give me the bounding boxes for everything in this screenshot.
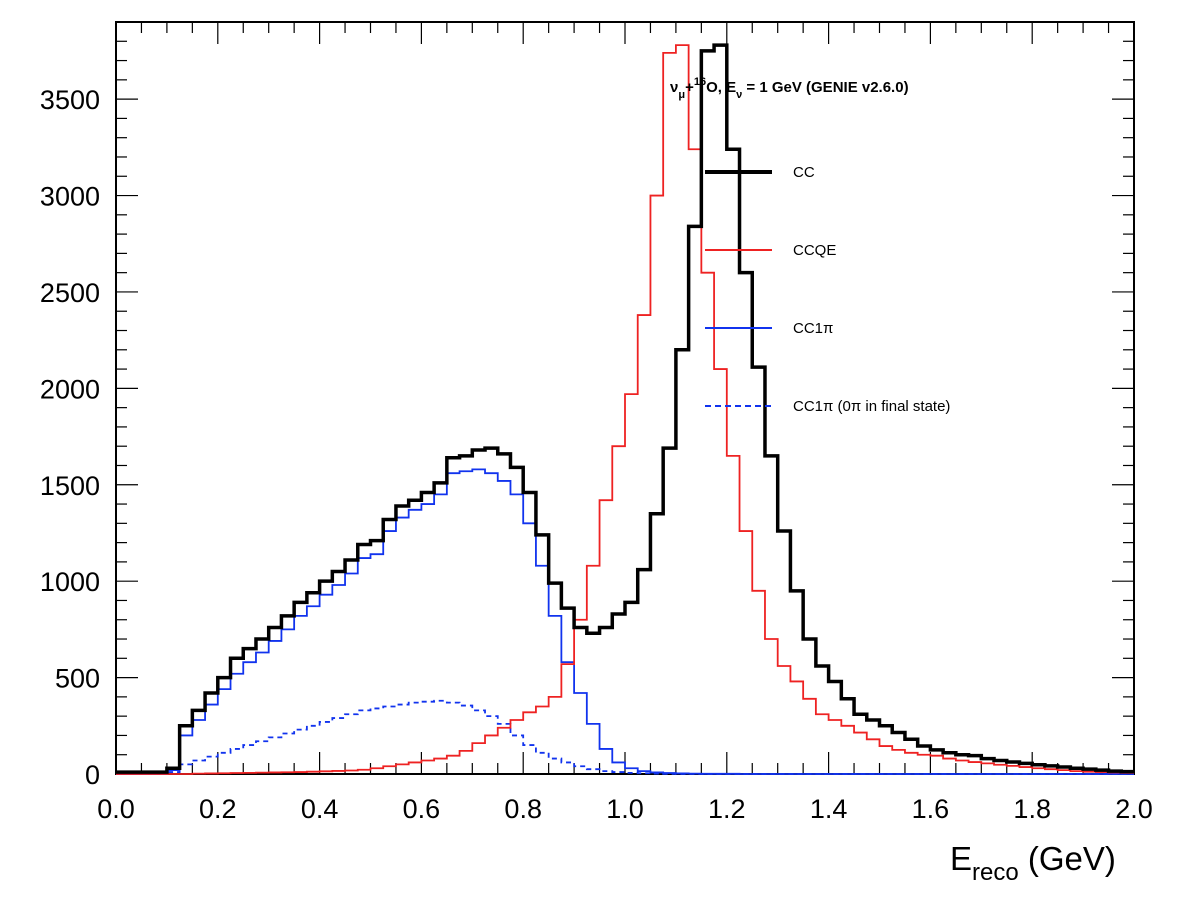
series-line-cc1 <box>116 468 1134 775</box>
legend-label-cc1pi: CC1π <box>793 320 833 337</box>
title-nu: ν <box>670 79 678 96</box>
title-mu-sub: μ <box>678 89 685 101</box>
x-axis-tick-labels: 0.0 0.2 0.4 0.6 0.8 1.0 1.2 1.4 1.6 1.8 2.0 <box>97 794 1153 824</box>
x-axis-title-e: E <box>950 840 972 877</box>
title-16-sup: 16 <box>694 76 706 88</box>
x-tick-label: 1.0 <box>606 794 644 824</box>
x-tick-label: 1.4 <box>810 794 848 824</box>
x-tick-label: 0.6 <box>403 794 441 824</box>
x-axis-title-sub: reco <box>972 859 1019 886</box>
x-axis-title: Ereco (GeV) <box>950 840 1116 886</box>
y-tick-label: 1000 <box>40 567 100 597</box>
series-line-cc <box>116 43 1134 774</box>
y-tick-label: 0 <box>85 760 100 790</box>
legend-label-ccqe: CCQE <box>793 242 836 259</box>
title-plus: + <box>685 79 694 96</box>
title-tail: = 1 GeV (GENIE v2.6.0) <box>742 79 908 96</box>
x-axis-title-unit: (GeV) <box>1019 840 1116 877</box>
chart-title: νμ+16O, Eν = 1 GeV (GENIE v2.6.0) <box>670 76 909 101</box>
y-tick-label: 3000 <box>40 182 100 212</box>
x-tick-label: 1.6 <box>912 794 950 824</box>
y-tick-label: 500 <box>55 664 100 694</box>
series-layer <box>116 43 1134 775</box>
y-tick-label: 1500 <box>40 471 100 501</box>
x-tick-label: 0.8 <box>504 794 542 824</box>
x-tick-label: 1.8 <box>1013 794 1051 824</box>
y-axis-tick-labels: 0 500 1000 1500 2000 2500 3000 3500 <box>40 85 100 790</box>
legend-label-cc: CC <box>793 164 815 181</box>
legend-label-cc1pi-0pi: CC1π (0π in final state) <box>793 398 950 415</box>
x-tick-label: 0.2 <box>199 794 237 824</box>
series-line-ccqe <box>116 44 1134 775</box>
x-tick-label: 0.0 <box>97 794 135 824</box>
x-tick-label: 2.0 <box>1115 794 1153 824</box>
title-oxygen: O, E <box>706 79 736 96</box>
y-tick-label: 2000 <box>40 374 100 404</box>
y-tick-label: 2500 <box>40 278 100 308</box>
x-tick-label: 0.4 <box>301 794 339 824</box>
legend: CC CCQE CC1π CC1π (0π in final state) <box>705 164 950 415</box>
x-tick-label: 1.2 <box>708 794 746 824</box>
axis-ticks <box>115 21 1135 775</box>
title-nu-sub: ν <box>736 89 742 101</box>
y-tick-label: 3500 <box>40 85 100 115</box>
